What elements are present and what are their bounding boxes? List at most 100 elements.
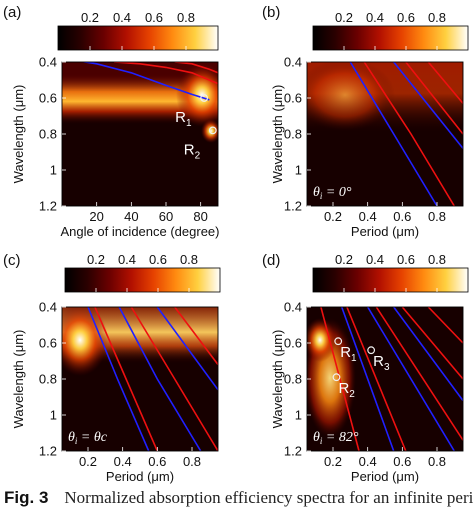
caption-text: Normalized absorption efficiency spectra…	[64, 488, 474, 507]
x-tick-label: 0.4	[114, 454, 132, 469]
red-dispersion-line	[375, 307, 463, 441]
x-axis-title: Period (μm)	[351, 469, 419, 484]
red-dispersion-line	[320, 307, 360, 451]
colorbar	[57, 25, 219, 51]
y-tick-label: 0.6	[39, 91, 57, 106]
colorbar	[312, 267, 469, 293]
x-tick-label: 0.4	[359, 454, 377, 469]
colorbar-tick-label: 0.6	[397, 252, 415, 267]
resonance-label: R2	[184, 141, 201, 161]
x-axis-title: Period (μm)	[106, 469, 174, 484]
colorbar-tick-label: 0.2	[335, 10, 353, 25]
y-tick-label: 0.4	[284, 55, 302, 70]
y-tick-label: 1.2	[39, 444, 57, 459]
x-axis-title: Angle of incidence (degree)	[61, 224, 220, 239]
red-dispersion-line	[174, 62, 218, 74]
y-tick-label: 1	[50, 408, 57, 423]
x-tick-label: 40	[124, 209, 138, 224]
y-tick-label: 0.8	[284, 127, 302, 142]
y-tick-label: 0.4	[39, 55, 57, 70]
blue-dispersion-line	[118, 307, 202, 451]
colorbar-tick-label: 0.6	[397, 10, 415, 25]
red-dispersion-line	[113, 62, 218, 85]
red-dispersion-line	[94, 307, 159, 451]
red-dispersion-line	[130, 307, 218, 451]
colorbar-tick-label: 0.8	[428, 10, 446, 25]
x-tick-label: 0.6	[393, 209, 411, 224]
heatmap-field	[307, 62, 463, 206]
y-tick-label: 1.2	[284, 444, 302, 459]
resonance-label: R3	[373, 353, 390, 373]
heatmap-field	[62, 307, 218, 451]
x-tick-label: 0.2	[324, 209, 342, 224]
colorbar-tick-label: 0.2	[335, 252, 353, 267]
panel-label: (a)	[3, 4, 21, 21]
y-tick-label: 1	[50, 163, 57, 178]
x-tick-label: 0.8	[183, 454, 201, 469]
x-tick-label: 0.6	[148, 454, 166, 469]
red-dispersion-line	[427, 62, 463, 104]
y-axis-title: Wavelength (μm)	[11, 330, 26, 429]
colorbar-tick-label: 0.4	[118, 252, 136, 267]
x-tick-label: 0.8	[428, 209, 446, 224]
y-tick-label: 0.4	[284, 300, 302, 315]
x-tick-label: 0.2	[79, 454, 97, 469]
figure-canvas: (a) 0.2 0.4 0.6 0.8 R1 R2 20 40 60 80 0.4 0.6 0.8 1 1.2…	[3, 4, 469, 484]
blue-dispersion-line	[393, 307, 463, 402]
resonance-marker	[208, 126, 217, 135]
colorbar-tick-label: 0.4	[113, 10, 131, 25]
x-tick-label: 0.2	[324, 454, 342, 469]
panel-c: (c) 0.2 0.4 0.6 0.8 θi = θc 0.2 0.4 0.6 0.8 0.4 0.6…	[3, 252, 221, 484]
resonance-marker	[367, 346, 376, 355]
y-tick-label: 1	[295, 408, 302, 423]
colorbar-tick-label: 0.4	[366, 10, 384, 25]
resonance-marker	[332, 373, 341, 382]
incidence-angle-label: θi = 0°	[313, 185, 352, 201]
red-dispersion-line	[346, 307, 407, 451]
colorbar	[64, 267, 221, 293]
red-dispersion-line	[401, 307, 463, 380]
blue-dispersion-line	[87, 307, 150, 451]
y-tick-label: 0.6	[284, 336, 302, 351]
panel-a: (a) 0.2 0.4 0.6 0.8 R1 R2 20 40 60 80 0.4 0.6 0.8 1 1.2…	[3, 4, 220, 239]
colorbar-tick-label: 0.6	[145, 10, 163, 25]
x-axis-title: Period (μm)	[351, 224, 419, 239]
blue-dispersion-line	[340, 307, 395, 451]
y-axis-title: Wavelength (μm)	[270, 330, 285, 429]
blue-dispersion-line	[393, 62, 463, 149]
blue-dispersion-line	[367, 307, 455, 451]
incidence-angle-label: θi = θc	[68, 430, 108, 446]
panel-label: (c)	[3, 252, 21, 269]
resonance-label: R1	[340, 344, 357, 364]
y-tick-label: 0.6	[39, 336, 57, 351]
heatmap-field	[307, 307, 463, 451]
incidence-angle-label: θi = 82°	[313, 430, 359, 446]
y-axis-title: Wavelength (μm)	[11, 85, 26, 184]
y-tick-label: 0.4	[39, 300, 57, 315]
x-tick-label: 0.6	[393, 454, 411, 469]
red-dispersion-line	[405, 62, 463, 135]
resonance-marker	[200, 94, 209, 102]
resonance-marker	[334, 337, 343, 346]
colorbar-tick-label: 0.8	[428, 252, 446, 267]
y-axis-title: Wavelength (μm)	[270, 85, 285, 184]
y-tick-label: 1.2	[284, 199, 302, 214]
y-tick-label: 0.8	[39, 372, 57, 387]
panel-label: (b)	[262, 4, 280, 21]
panel-b: (b) 0.2 0.4 0.6 0.8 θi = 0° 0.2 0.4 0.6 0.8 0.4 0.6…	[262, 4, 469, 239]
colorbar-tick-label: 0.8	[177, 10, 195, 25]
colorbar	[312, 25, 469, 51]
x-tick-label: 20	[89, 209, 103, 224]
blue-dispersion-line	[349, 62, 438, 206]
y-tick-label: 1.2	[39, 199, 57, 214]
colorbar-tick-label: 0.2	[81, 10, 99, 25]
blue-dispersion-line	[79, 62, 210, 101]
red-dispersion-line	[427, 307, 463, 344]
panel-label: (d)	[262, 252, 280, 269]
colorbar-tick-label: 0.4	[366, 252, 384, 267]
colorbar-tick-label: 0.2	[87, 252, 105, 267]
resonance-label: R1	[175, 109, 192, 129]
x-tick-label: 0.8	[428, 454, 446, 469]
colorbar-tick-label: 0.8	[180, 252, 198, 267]
figure-caption: Fig. 3 Normalized absorption efficiency s…	[4, 488, 474, 507]
